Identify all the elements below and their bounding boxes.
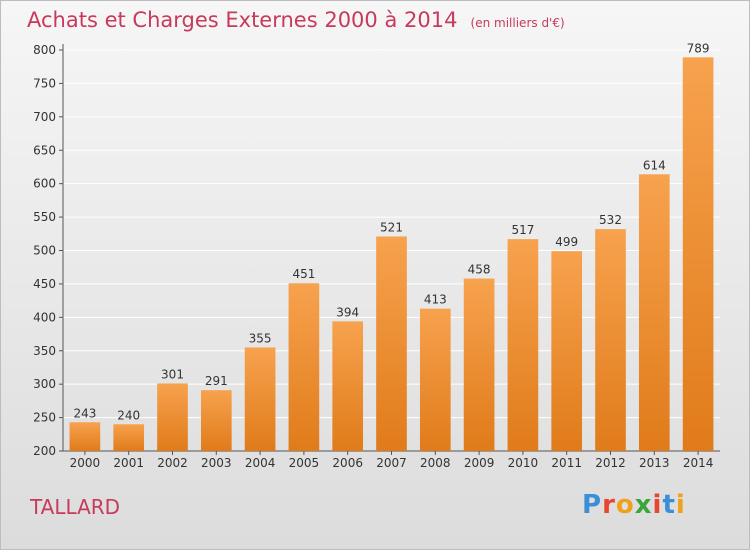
y-tick-label: 650 xyxy=(33,143,56,157)
data-label-2012: 532 xyxy=(599,213,622,227)
x-tick-label-2012: 2012 xyxy=(595,456,626,470)
chart-subtitle: (en milliers d'€) xyxy=(470,16,565,30)
bar-2004 xyxy=(244,347,276,451)
data-label-2006: 394 xyxy=(336,305,359,319)
bar-2012 xyxy=(595,229,626,451)
x-tick-label-2001: 2001 xyxy=(113,456,144,470)
data-label-2011: 499 xyxy=(555,235,578,249)
brand-letter: t xyxy=(662,490,676,520)
brand-letter: i xyxy=(675,490,686,520)
x-tick-label-2000: 2000 xyxy=(70,456,101,470)
data-label-2004: 355 xyxy=(249,331,272,345)
y-tick-label: 400 xyxy=(33,310,56,324)
data-label-2007: 521 xyxy=(380,220,403,234)
y-tick-label: 800 xyxy=(33,43,56,57)
x-tick-label-2011: 2011 xyxy=(551,456,582,470)
data-label-2009: 458 xyxy=(468,263,491,277)
bar-2008 xyxy=(419,308,451,451)
y-tick-label: 450 xyxy=(33,277,56,291)
x-tick-label-2013: 2013 xyxy=(639,456,670,470)
data-label-2013: 614 xyxy=(643,158,666,172)
y-tick-label: 200 xyxy=(33,444,56,458)
y-tick-label: 700 xyxy=(33,110,56,124)
data-label-2000: 243 xyxy=(73,406,96,420)
bar-2014 xyxy=(682,57,714,452)
bar-2010 xyxy=(507,239,539,451)
bar-2003 xyxy=(200,390,232,451)
brand-letter: P xyxy=(582,490,603,520)
x-tick-label-2005: 2005 xyxy=(289,456,320,470)
label-layer: 243 240 301 291 355 451 394 521 413 458 517 499 532 6… xyxy=(73,41,709,422)
bar-2009 xyxy=(463,278,495,451)
data-label-2001: 240 xyxy=(117,408,140,422)
y-tick-label: 250 xyxy=(33,411,56,425)
bar-2006 xyxy=(332,321,364,451)
bar-2005 xyxy=(288,283,320,451)
data-label-2014: 789 xyxy=(687,41,710,55)
x-tick-label-2009: 2009 xyxy=(464,456,495,470)
x-tick-label-2007: 2007 xyxy=(376,456,407,470)
data-label-2010: 517 xyxy=(511,223,534,237)
data-label-2005: 451 xyxy=(292,267,315,281)
city-name: TALLARD xyxy=(30,495,121,519)
x-tick-label-2002: 2002 xyxy=(157,456,188,470)
brand-logo: Proxiti xyxy=(582,490,686,520)
bar-2013 xyxy=(638,174,670,451)
bar-2000 xyxy=(69,422,101,451)
y-tick-label: 300 xyxy=(33,377,56,391)
data-label-2003: 291 xyxy=(205,374,228,388)
chart-title-row: Achats et Charges Externes 2000 à 2014 (… xyxy=(27,8,565,32)
y-tick-label: 600 xyxy=(33,177,56,191)
y-tick-label: 500 xyxy=(33,244,56,258)
bar-2002 xyxy=(157,383,188,451)
data-label-2002: 301 xyxy=(161,367,184,381)
bar-2011 xyxy=(551,251,583,451)
x-tick-label-2003: 2003 xyxy=(201,456,232,470)
y-tick-label: 750 xyxy=(33,76,56,90)
x-tick-label-2008: 2008 xyxy=(420,456,451,470)
brand-letter: o xyxy=(615,490,635,520)
x-tick-label-2014: 2014 xyxy=(683,456,714,470)
y-tick-label: 350 xyxy=(33,344,56,358)
x-tick-label-2004: 2004 xyxy=(245,456,276,470)
brand-letter: x xyxy=(634,490,653,520)
x-tick-label-2010: 2010 xyxy=(508,456,539,470)
bar-layer xyxy=(69,57,714,452)
bar-2001 xyxy=(113,424,145,451)
y-tick-label: 550 xyxy=(33,210,56,224)
brand-letter: i xyxy=(652,490,663,520)
bar-2007 xyxy=(376,236,407,451)
x-tick-label-2006: 2006 xyxy=(332,456,363,470)
data-label-2008: 413 xyxy=(424,293,447,307)
chart-title: Achats et Charges Externes 2000 à 2014 xyxy=(27,8,458,32)
axis-layer: 200 250 300 350 400 450 500 550 600 650 700 750 800 2… xyxy=(33,43,720,470)
brand-letter: r xyxy=(602,490,616,520)
